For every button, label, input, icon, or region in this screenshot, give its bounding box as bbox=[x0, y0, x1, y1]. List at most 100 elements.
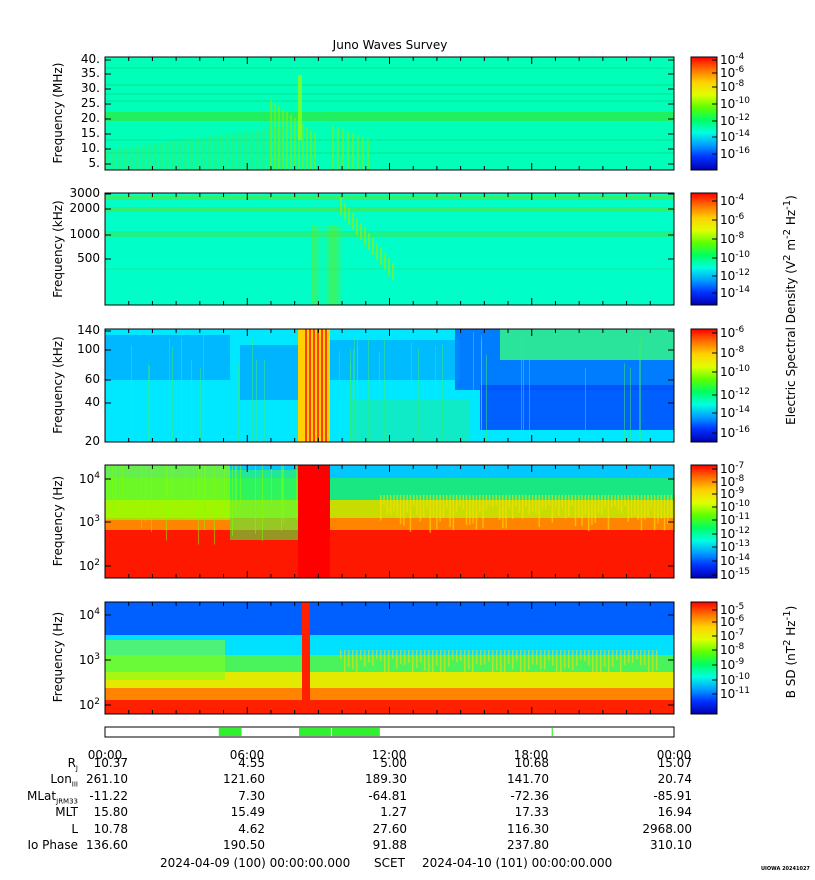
panel-5-streak bbox=[444, 650, 446, 675]
panel-3-colorbar-tick-label: 10-16 bbox=[720, 425, 750, 440]
panel-5-streak bbox=[516, 650, 518, 661]
panel-1-line bbox=[105, 152, 674, 154]
panel-3-burst-line bbox=[313, 329, 315, 442]
panel-2-burst bbox=[318, 225, 320, 305]
panel-5-streak bbox=[364, 650, 366, 667]
panel-3-patch bbox=[330, 340, 460, 380]
panel-5-streak bbox=[488, 650, 490, 662]
panel-4-streak bbox=[531, 495, 534, 512]
panel-4-colorbar-tick-label: 10-7 bbox=[720, 461, 745, 476]
ephemeris-value: 15.49 bbox=[230, 805, 265, 819]
panel-1-emission bbox=[255, 130, 260, 170]
panel-2-burst bbox=[340, 225, 342, 305]
panel-5-streak bbox=[348, 650, 350, 668]
mode-bar-segment bbox=[299, 728, 331, 736]
panel-3-streak bbox=[435, 345, 436, 442]
panel-5-streak bbox=[372, 650, 374, 666]
panel-4-streak bbox=[281, 465, 282, 532]
panel-1-ytick-label: 25. bbox=[80, 96, 100, 110]
panel-1-emission bbox=[129, 146, 134, 170]
ephemeris-row-label: L bbox=[71, 822, 78, 836]
panel-4-streak bbox=[587, 495, 590, 532]
panel-1-arc bbox=[342, 129, 344, 170]
panel-5-streak bbox=[556, 650, 558, 675]
panel-4-streak bbox=[429, 495, 431, 533]
panel-1-emission bbox=[183, 139, 188, 170]
panel-3-streak bbox=[624, 363, 625, 442]
uiowa-stamp: UIOWA 20241027 bbox=[761, 866, 810, 872]
panel-5-streak bbox=[420, 650, 422, 663]
panel-4-streak bbox=[584, 495, 587, 515]
ephemeris-value: 141.70 bbox=[507, 772, 549, 786]
ephemeris-value: -72.36 bbox=[510, 789, 549, 803]
panel-5-streak bbox=[656, 650, 658, 671]
panel-4-streak bbox=[578, 495, 580, 518]
panel-5-streak bbox=[644, 650, 646, 665]
panel-1-arc bbox=[362, 137, 364, 170]
panel-2-arc bbox=[372, 238, 374, 255]
panel-4-streak bbox=[167, 465, 168, 497]
panel-4-streak bbox=[492, 495, 494, 508]
panel-4-streak bbox=[554, 495, 557, 508]
panel-5-streak bbox=[520, 650, 522, 673]
panel-4-streak bbox=[604, 495, 606, 508]
panel-4-streak bbox=[380, 495, 382, 521]
panel-2-burst bbox=[325, 225, 327, 305]
panel-3-ytick-label: 40 bbox=[84, 395, 100, 409]
panel-1-arc bbox=[294, 118, 296, 170]
panel-4-streak bbox=[581, 495, 583, 526]
panel-1-colorbar-tick-label: 10-10 bbox=[720, 96, 750, 111]
ephemeris-value: 16.94 bbox=[657, 805, 692, 819]
panel-3-burst-line bbox=[305, 329, 307, 442]
panel-1-emission bbox=[219, 134, 224, 170]
ephemeris-row-label: MLatJRM33 bbox=[27, 789, 78, 806]
panel-4-colorbar-tick-label: 10-14 bbox=[720, 553, 750, 568]
panel-5-streak bbox=[508, 650, 510, 664]
panel-2-burst bbox=[320, 225, 322, 305]
panel-1-colorbar-tick-label: 10-12 bbox=[720, 113, 750, 128]
panel-2-arc bbox=[376, 243, 378, 260]
panel-4-streak bbox=[564, 495, 567, 519]
panel-1-arc bbox=[332, 125, 334, 170]
panel-5-streak bbox=[360, 650, 362, 661]
panel-4-streak bbox=[145, 465, 146, 522]
panel-3-colorbar bbox=[690, 328, 718, 443]
panel-4-streak bbox=[409, 495, 412, 532]
panel-5-streak bbox=[552, 650, 554, 666]
panel-4-streak bbox=[173, 465, 174, 516]
panel-5-streak bbox=[568, 650, 570, 669]
panel-1-emission bbox=[243, 131, 248, 170]
panel-4-streak bbox=[389, 495, 392, 516]
panel-1-emission bbox=[111, 149, 116, 170]
panel-5-streak bbox=[632, 650, 634, 663]
panel-2-arc bbox=[352, 213, 354, 230]
panel-4-streak bbox=[620, 495, 623, 514]
panel-3-burst-line bbox=[317, 329, 319, 442]
ephemeris-row-label: RJ bbox=[67, 756, 78, 773]
panel-5-streak bbox=[412, 650, 414, 673]
panel-4-streak bbox=[439, 495, 441, 522]
panel-5-streak bbox=[396, 650, 398, 669]
panel-5-streak bbox=[604, 650, 606, 667]
panel-5-yellow-band bbox=[105, 672, 674, 688]
panel-5-streak bbox=[544, 650, 546, 670]
panel-5-streak bbox=[592, 650, 594, 677]
panel-2-arc bbox=[364, 228, 366, 245]
panel-4-colorbar-tick-label: 10-12 bbox=[720, 526, 750, 541]
panel-4-streak bbox=[568, 495, 570, 517]
panel-4-streak bbox=[399, 495, 402, 525]
panel-1-arc bbox=[290, 115, 292, 170]
panel-4-streak bbox=[436, 495, 438, 530]
panel-5-colorbar-tick-label: 10-9 bbox=[720, 657, 745, 672]
panel-4-streak bbox=[422, 495, 425, 518]
ephemeris-value: 4.55 bbox=[238, 756, 265, 770]
time-axis-label: 18:00 bbox=[513, 748, 549, 762]
panel-1-emission bbox=[159, 142, 164, 170]
panel-5-streak bbox=[448, 650, 450, 667]
panel-2-burst bbox=[316, 225, 318, 305]
panel-1-emission bbox=[177, 140, 182, 170]
panel-3-streak bbox=[238, 364, 239, 442]
panel-4-ytick-label: 102 bbox=[78, 558, 100, 573]
panel-4-streak bbox=[426, 495, 428, 508]
